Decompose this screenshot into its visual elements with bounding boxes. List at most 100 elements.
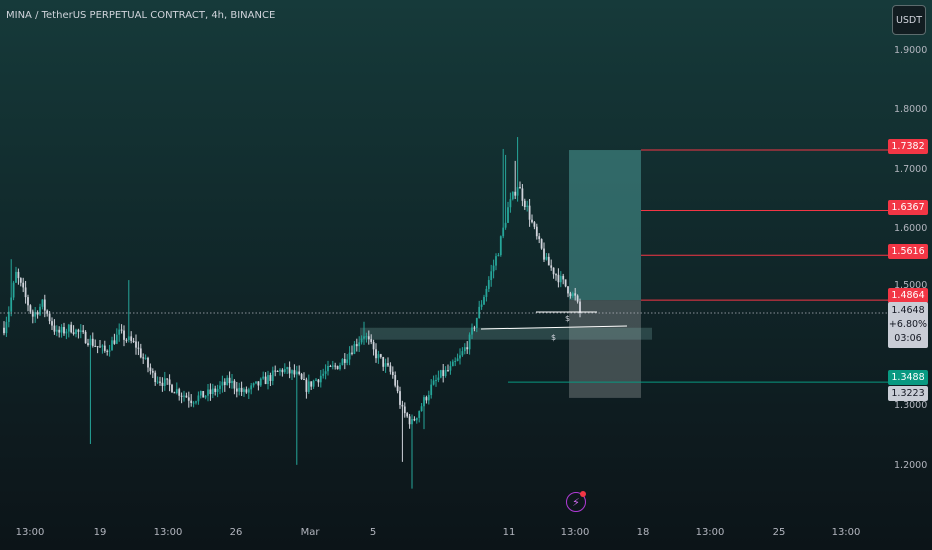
candle-body — [219, 385, 221, 389]
candle-body — [235, 388, 238, 392]
candle-body — [341, 359, 344, 366]
candle-body — [305, 379, 308, 392]
candle-body — [425, 397, 428, 401]
candle-body — [502, 227, 505, 237]
candle-body — [307, 381, 310, 392]
target-price-tag: 1.7382 — [888, 139, 928, 154]
candle-body — [70, 324, 73, 333]
candle-body — [53, 325, 56, 332]
candle-body — [245, 389, 248, 393]
candle-body — [547, 256, 550, 266]
candle-body — [355, 344, 358, 347]
candle-body — [166, 378, 169, 380]
notification-dot — [580, 491, 586, 497]
candle-body — [389, 365, 392, 372]
candle-body — [552, 267, 555, 275]
candle-body — [456, 358, 459, 362]
candle-body — [281, 369, 284, 373]
candle-body — [115, 334, 118, 344]
candle-body — [291, 370, 293, 374]
candle-body — [423, 397, 425, 407]
candle-body — [171, 384, 173, 393]
candle-body — [209, 389, 212, 394]
candle-body — [75, 329, 77, 334]
candle-body — [190, 400, 193, 404]
entry-price-tag: 1.4864 — [888, 288, 928, 303]
candle-body — [483, 296, 485, 305]
candle-body — [96, 346, 99, 348]
candle-body — [24, 287, 27, 298]
candle-body — [437, 377, 440, 381]
candle-body — [459, 355, 461, 359]
candle-body — [447, 370, 449, 372]
candle-body — [550, 265, 553, 268]
candle-body — [298, 371, 301, 375]
candle-body — [399, 391, 401, 405]
candle-body — [473, 327, 476, 329]
candle-body — [27, 297, 29, 306]
candle-body — [351, 352, 353, 354]
candle-body — [79, 330, 82, 332]
candle-body — [173, 392, 176, 394]
time-axis-label: 13:00 — [831, 527, 861, 538]
currency-button[interactable]: USDT — [892, 5, 926, 35]
candle-body — [132, 340, 135, 342]
candle-body — [519, 187, 521, 189]
candle-body — [411, 419, 413, 425]
candle-body — [163, 378, 166, 386]
candle-body — [264, 376, 267, 385]
candle-body — [144, 357, 147, 359]
candle-body — [514, 191, 517, 196]
price-change: +6.80% — [888, 319, 928, 330]
candle-body — [511, 191, 514, 200]
candle-body — [89, 338, 92, 346]
candle-body — [123, 330, 125, 340]
candle-body — [370, 339, 373, 343]
loss-zone — [569, 300, 641, 398]
candle-body — [334, 365, 337, 367]
candle-body — [84, 331, 87, 344]
price-axis-label: 1.3000 — [894, 400, 928, 411]
candle-body — [451, 361, 454, 367]
lightning-icon[interactable]: ⚡ — [566, 492, 586, 512]
candle-body — [252, 383, 255, 386]
time-axis-label: 13:00 — [153, 527, 183, 538]
candle-body — [214, 388, 217, 392]
candle-body — [51, 321, 53, 326]
candle-body — [444, 370, 447, 377]
candle-body — [199, 391, 202, 396]
candle-body — [250, 385, 253, 390]
candle-body — [91, 338, 94, 346]
candle-body — [156, 381, 159, 383]
price-axis-label: 1.6000 — [894, 223, 928, 234]
price-axis-label: 1.5000 — [894, 280, 928, 291]
liquidity-mark: $ — [565, 314, 571, 323]
current-price-box: 1.4648 +6.80% 03:06 — [888, 302, 928, 348]
candle-body — [312, 380, 315, 387]
candle-body — [139, 348, 142, 358]
candle-body — [358, 342, 361, 347]
candle-body — [31, 311, 34, 317]
supply-demand-zone — [360, 327, 652, 340]
time-axis-label: 25 — [772, 527, 786, 538]
candle-body — [211, 388, 214, 394]
candle-body — [48, 313, 51, 322]
candle-body — [159, 381, 161, 383]
candle-body — [435, 380, 437, 382]
candle-body — [221, 381, 224, 386]
candle-body — [202, 391, 205, 398]
candle-body — [154, 372, 157, 383]
candle-body — [46, 310, 49, 314]
candle-body — [310, 381, 313, 387]
candle-body — [111, 340, 113, 351]
candle-body — [319, 375, 322, 383]
candle-body — [77, 329, 80, 332]
candle-body — [137, 347, 140, 349]
candle-body — [293, 370, 296, 375]
candle-body — [403, 406, 406, 414]
candle-body — [365, 336, 368, 338]
candle-body — [466, 347, 469, 350]
price-axis-label: 1.2000 — [894, 460, 928, 471]
candle-body — [521, 188, 524, 201]
